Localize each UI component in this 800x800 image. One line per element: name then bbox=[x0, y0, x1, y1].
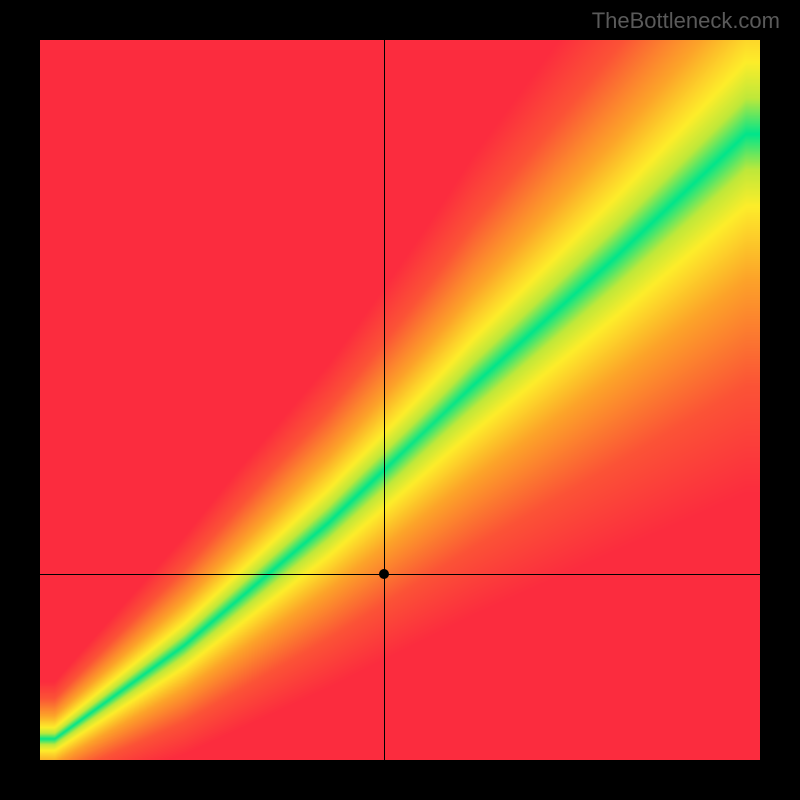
plot-area bbox=[40, 40, 760, 760]
crosshair-vertical bbox=[384, 40, 385, 760]
selected-point-marker bbox=[379, 569, 389, 579]
root-container: TheBottleneck.com bbox=[0, 0, 800, 800]
watermark-text: TheBottleneck.com bbox=[592, 8, 780, 34]
crosshair-horizontal bbox=[40, 574, 760, 575]
heatmap-canvas bbox=[40, 40, 760, 760]
